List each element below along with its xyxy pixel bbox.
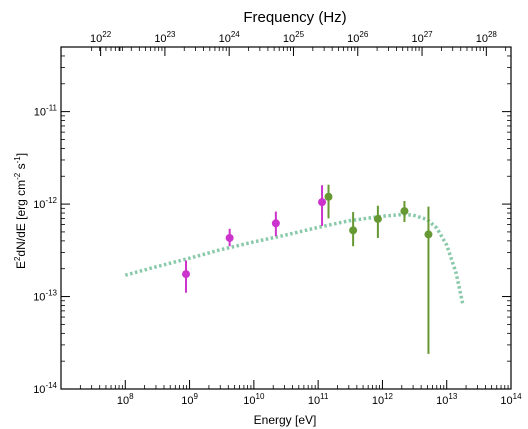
top-tick-label: 1027: [411, 30, 433, 45]
tick-label-base: 10: [411, 33, 423, 45]
svg-text:E2dN/dE [erg cm-2 s-1]: E2dN/dE [erg cm-2 s-1]: [13, 153, 28, 269]
data-point: [373, 214, 382, 223]
x-tick-label: 1012: [372, 392, 394, 407]
y-tick-label: 10-14: [33, 381, 57, 396]
tick-label-base: 10: [243, 395, 255, 407]
tick-label-base: 10: [283, 33, 295, 45]
y-tick-label: 10-13: [33, 289, 57, 304]
data-point: [324, 192, 333, 201]
tick-label-exponent: 14: [513, 392, 522, 401]
tick-label-base: 10: [500, 395, 512, 407]
tick-label-base: 10: [33, 384, 45, 396]
tick-label-base: 10: [117, 395, 129, 407]
x-axis-title: Energy [eV]: [254, 413, 317, 427]
y-title-part: dN/dE [erg cm: [14, 180, 28, 257]
tick-label-exponent: 13: [448, 392, 457, 401]
top-tick-label: 1026: [347, 30, 369, 45]
tick-label-exponent: -12: [45, 196, 57, 205]
x-tick-label: 108: [117, 392, 134, 407]
y-tick-label: 10-11: [34, 104, 58, 119]
y-title-part: ]: [14, 153, 28, 156]
y-tick-label: 10-12: [33, 196, 57, 211]
top-tick-label: 1022: [90, 30, 112, 45]
tick-label-base: 10: [476, 33, 488, 45]
tick-label-exponent: 22: [102, 30, 111, 39]
tick-label-exponent: 10: [256, 392, 265, 401]
tick-label-exponent: 9: [193, 392, 198, 401]
data-point: [424, 230, 433, 239]
x-tick-label: 1013: [436, 392, 458, 407]
data-point: [349, 226, 358, 235]
tick-label-exponent: -11: [46, 104, 58, 113]
data-point: [225, 233, 234, 242]
tick-label-exponent: 28: [488, 30, 497, 39]
tick-label-exponent: 26: [359, 30, 368, 39]
tick-label-base: 10: [347, 33, 359, 45]
x-tick-label: 1014: [500, 392, 522, 407]
top-axis-title: Frequency (Hz): [243, 9, 346, 26]
data-point: [271, 219, 280, 228]
tick-label-base: 10: [372, 395, 384, 407]
tick-label-exponent: -14: [45, 381, 57, 390]
y-title-part: 2: [13, 256, 22, 261]
data-point: [400, 207, 409, 216]
plot-frame: [60, 46, 512, 390]
top-tick-label: 1025: [283, 30, 305, 45]
tick-label-base: 10: [154, 33, 166, 45]
tick-label-exponent: 12: [384, 392, 393, 401]
tick-label-base: 10: [436, 395, 448, 407]
tick-label-base: 10: [219, 33, 231, 45]
tick-label-exponent: -13: [45, 289, 57, 298]
tick-label-exponent: 8: [129, 392, 134, 401]
top-tick-label: 1023: [154, 30, 176, 45]
y-title-part: s: [14, 163, 28, 172]
tick-label-base: 10: [33, 292, 45, 304]
tick-label-base: 10: [181, 395, 193, 407]
top-tick-label: 1024: [219, 30, 241, 45]
tick-label-exponent: 11: [320, 392, 329, 401]
tick-label-exponent: 27: [424, 30, 433, 39]
tick-label-base: 10: [34, 107, 46, 119]
tick-label-base: 10: [90, 33, 102, 45]
tick-label-base: 10: [308, 395, 320, 407]
x-tick-label: 1011: [308, 392, 329, 407]
x-tick-label: 1010: [243, 392, 265, 407]
top-tick-label: 1028: [476, 30, 498, 45]
x-tick-label: 109: [181, 392, 198, 407]
y-title-part: -2: [13, 172, 22, 180]
y-title-part: E: [14, 261, 28, 269]
model-curve: [124, 212, 465, 306]
data-point: [182, 270, 191, 279]
y-axis-title: E2dN/dE [erg cm-2 s-1]: [13, 153, 28, 269]
y-title-part: -1: [13, 156, 22, 164]
tick-label-exponent: 25: [295, 30, 304, 39]
tick-label-exponent: 24: [231, 30, 240, 39]
data-point: [318, 198, 327, 207]
tick-label-base: 10: [33, 199, 45, 211]
tick-label-exponent: 23: [167, 30, 176, 39]
